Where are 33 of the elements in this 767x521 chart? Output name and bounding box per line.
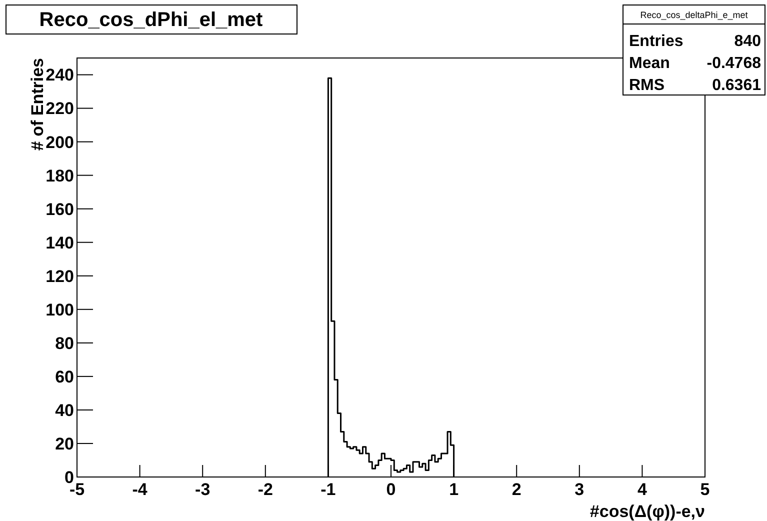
- y-tick-label: 140: [46, 233, 74, 252]
- y-tick-label: 60: [55, 367, 74, 386]
- y-tick-label: 180: [46, 166, 74, 186]
- y-tick-label: 100: [46, 300, 74, 320]
- text: -0.4768: [706, 55, 762, 72]
- x-axis-title: #cos(Δ(φ))-e,ν: [590, 502, 705, 521]
- x-tick-label: 0: [386, 480, 396, 499]
- y-tick-label: 40: [55, 400, 74, 420]
- text: Entries: [629, 33, 684, 50]
- x-tick-label: -2: [258, 480, 273, 499]
- y-tick-label: 200: [46, 132, 74, 152]
- y-tick-label: 0: [64, 468, 74, 487]
- x-tick-label: 3: [574, 480, 584, 499]
- y-tick-label: 220: [46, 99, 74, 118]
- text: Reco_cos_deltaPhi_e_met: [640, 10, 748, 20]
- x-tick-label: -1: [320, 480, 336, 499]
- x-tick-label: 2: [512, 480, 522, 499]
- y-tick-label: 120: [46, 266, 74, 286]
- y-tick-label: 20: [55, 434, 74, 454]
- x-tick-label: -3: [195, 480, 210, 499]
- chart-title: Reco_cos_dPhi_el_met: [39, 9, 264, 31]
- text: 840: [734, 33, 762, 50]
- annotation: RMS: [629, 77, 665, 94]
- x-tick-label: -4: [132, 480, 148, 499]
- x-tick-label: 5: [700, 480, 710, 499]
- y-axis-title: # of Entries: [28, 58, 47, 151]
- y-tick-label: 80: [55, 334, 74, 353]
- text: 0.6361: [712, 77, 762, 94]
- annotation: Mean: [629, 55, 670, 72]
- y-tick-label: 240: [46, 66, 74, 85]
- x-tick-label: 4: [637, 480, 648, 499]
- x-tick-label: 1: [449, 480, 459, 499]
- y-tick-label: 160: [46, 200, 74, 219]
